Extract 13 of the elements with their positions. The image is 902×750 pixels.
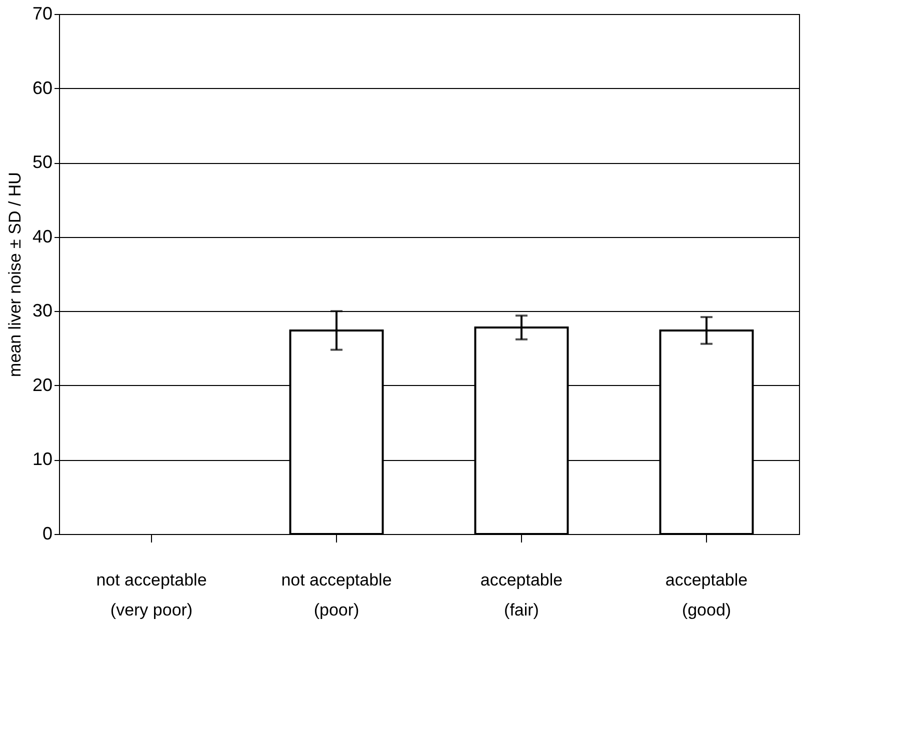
y-axis-title: mean liver noise ± SD / HU (5, 172, 24, 377)
y-tick-label: 30 (32, 300, 52, 321)
x-tick-label: acceptable (good) (665, 570, 748, 620)
y-tick-label: 10 (32, 449, 52, 470)
y-tick-label: 40 (32, 226, 52, 246)
x-tick-label: not acceptable (poor) (281, 570, 392, 620)
y-tick-label: 20 (32, 374, 52, 395)
x-tick-label: acceptable (fair) (480, 570, 563, 620)
y-tick-label: 70 (32, 4, 52, 24)
y-tick-label: 60 (32, 78, 52, 98)
y-tick-label: 50 (32, 152, 52, 172)
y-tick-label: 0 (42, 524, 52, 544)
x-tick-label: not acceptable (very poor) (96, 570, 207, 620)
